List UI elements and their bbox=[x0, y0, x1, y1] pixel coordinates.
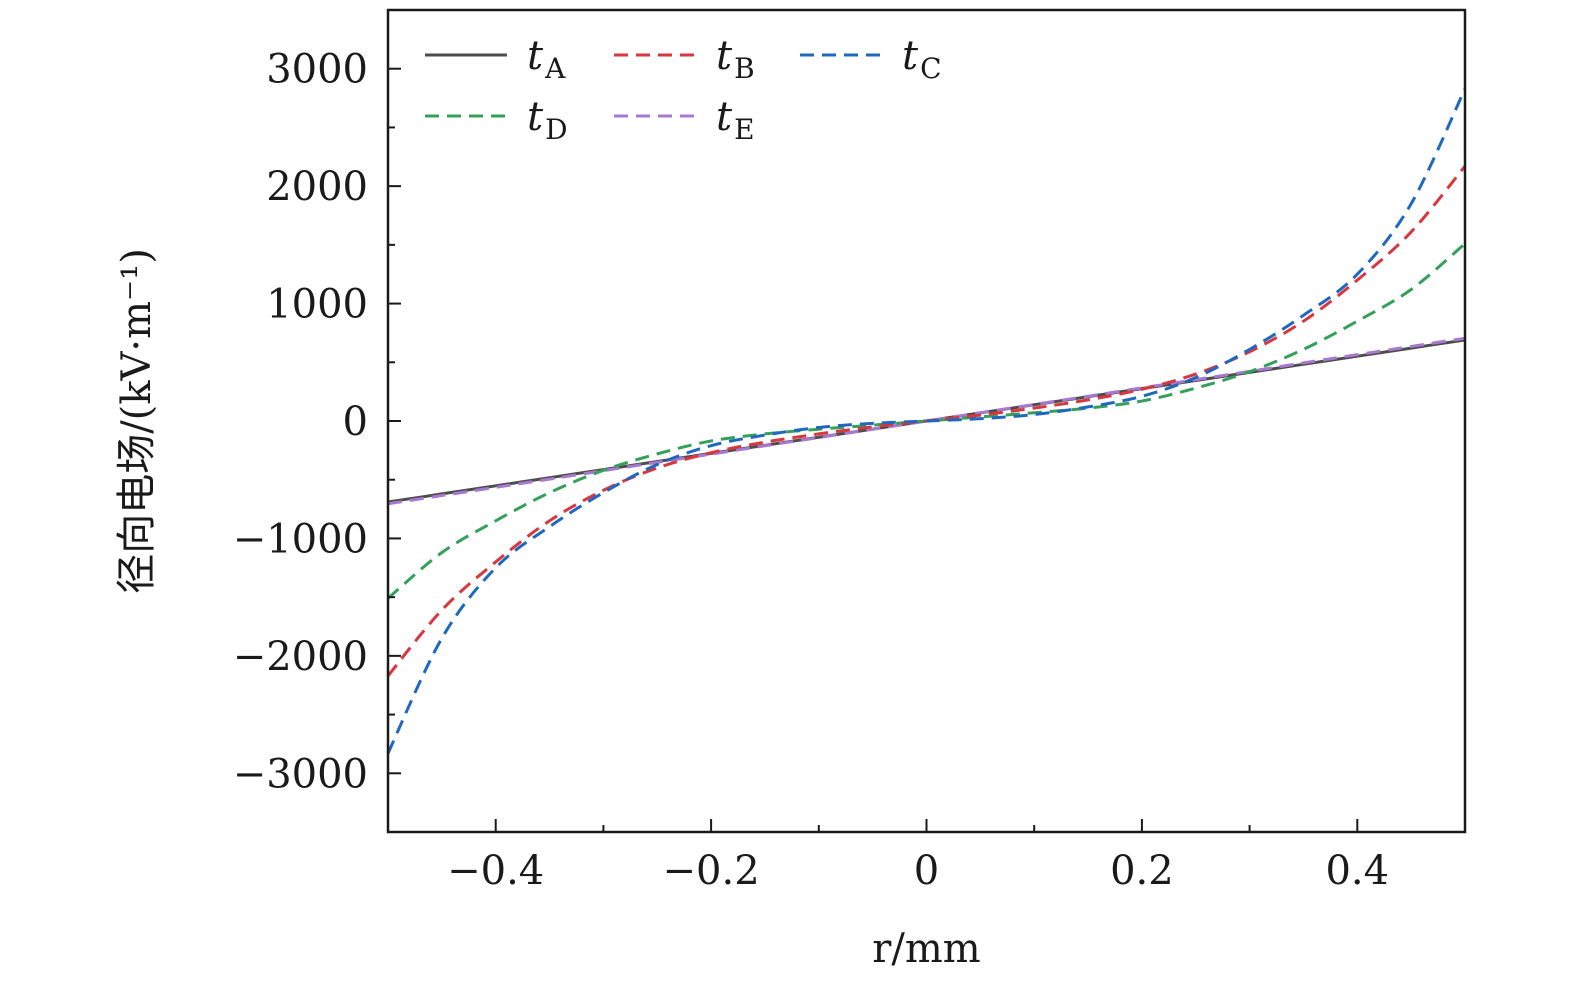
x-tick-label: −0.4 bbox=[447, 848, 544, 894]
y-tick-label: −2000 bbox=[233, 634, 368, 680]
y-tick-label: 1000 bbox=[266, 282, 368, 328]
y-tick-label: 0 bbox=[343, 399, 368, 445]
legend-label-ta: tA bbox=[527, 33, 566, 85]
x-tick-label: 0 bbox=[914, 848, 939, 894]
axis-ticks bbox=[388, 67, 1359, 832]
x-tick-label: 0.2 bbox=[1110, 848, 1174, 894]
x-axis-label: r/mm bbox=[872, 926, 980, 972]
axis-tick-labels: −0.4 −0.2 0 0.2 0.4 −3000 −2000 −1000 0 1000 2000 3… bbox=[233, 47, 1389, 894]
legend-label-tb: tB bbox=[716, 33, 755, 85]
y-tick-label: 3000 bbox=[266, 47, 368, 93]
series-line-te bbox=[387, 336, 1466, 506]
x-tick-label: −0.2 bbox=[663, 848, 760, 894]
series-lines bbox=[386, 88, 1467, 754]
y-tick-label: −1000 bbox=[233, 516, 368, 562]
y-tick-label: 2000 bbox=[266, 164, 368, 210]
legend-label-td: tD bbox=[527, 94, 568, 146]
legend-label-te: tE bbox=[716, 94, 755, 146]
series-line-tc bbox=[386, 88, 1467, 754]
legend: tA tB tC tD tE bbox=[425, 33, 942, 146]
legend-label-tc: tC bbox=[902, 33, 942, 85]
y-axis-label: 径向电场/(kV·m⁻¹) bbox=[114, 248, 160, 594]
y-tick-label: −3000 bbox=[233, 751, 368, 797]
x-tick-label: 0.4 bbox=[1325, 848, 1389, 894]
